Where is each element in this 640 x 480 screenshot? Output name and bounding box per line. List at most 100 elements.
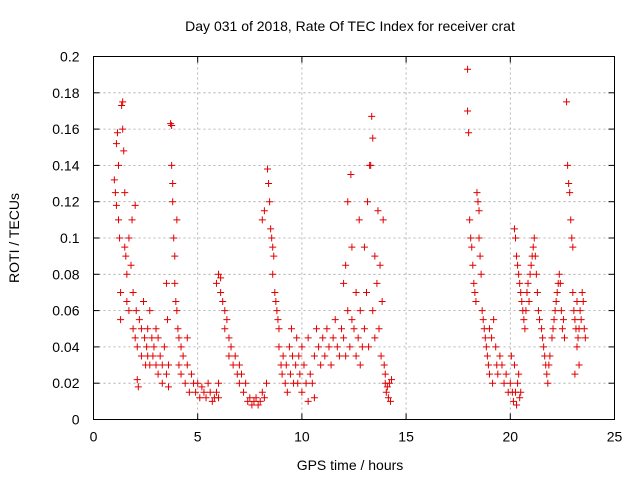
data-point: [496, 352, 504, 360]
data-point: [352, 288, 360, 296]
data-point: [115, 161, 123, 169]
data-point: [571, 370, 579, 378]
data-point: [502, 370, 510, 378]
data-point: [300, 361, 308, 369]
data-point: [125, 234, 133, 242]
data-point: [516, 279, 524, 287]
data-point: [464, 107, 472, 115]
data-points: [110, 65, 589, 409]
data-point: [360, 325, 368, 333]
data-point: [512, 234, 520, 242]
data-point: [217, 274, 225, 282]
data-point: [146, 307, 154, 315]
data-point: [278, 370, 286, 378]
data-point: [474, 198, 482, 206]
data-point: [342, 352, 350, 360]
y-tick-label: 0.14: [52, 157, 79, 173]
data-point: [506, 379, 514, 387]
data-point: [173, 216, 181, 224]
data-point: [119, 125, 127, 133]
data-point: [137, 352, 145, 360]
data-point: [315, 343, 323, 351]
data-point: [550, 316, 558, 324]
data-point: [530, 234, 538, 242]
data-point: [513, 252, 521, 260]
data-point: [556, 279, 564, 287]
data-point: [254, 401, 262, 409]
data-point: [350, 325, 358, 333]
data-point: [202, 394, 210, 402]
data-point: [183, 334, 191, 342]
data-point: [294, 379, 302, 387]
data-point: [344, 198, 352, 206]
data-point: [371, 334, 379, 342]
data-point: [221, 307, 229, 315]
data-point: [581, 334, 589, 342]
data-point: [137, 325, 145, 333]
data-point: [282, 361, 290, 369]
data-point: [152, 361, 160, 369]
data-point: [287, 325, 295, 333]
data-point: [527, 261, 535, 269]
data-point: [198, 383, 206, 391]
data-point: [217, 288, 225, 296]
data-point: [489, 379, 497, 387]
x-axis-label: GPS time / hours: [297, 457, 404, 473]
data-point: [275, 343, 283, 351]
data-point: [377, 352, 385, 360]
x-tick-label: 25: [607, 429, 623, 445]
data-point: [158, 379, 166, 387]
data-point: [515, 270, 523, 278]
data-point: [272, 298, 280, 306]
data-point: [517, 288, 525, 296]
data-point: [371, 252, 379, 260]
data-point: [374, 207, 382, 215]
data-point: [578, 288, 586, 296]
data-point: [286, 370, 294, 378]
data-point: [552, 298, 560, 306]
data-point: [500, 379, 508, 387]
data-point: [160, 343, 168, 351]
data-point: [125, 307, 133, 315]
data-point: [482, 343, 490, 351]
data-point: [347, 170, 355, 178]
data-point: [484, 361, 492, 369]
data-point: [296, 370, 304, 378]
data-point: [490, 316, 498, 324]
data-point: [185, 388, 193, 396]
data-point: [577, 316, 585, 324]
data-point: [110, 176, 118, 184]
data-point: [165, 383, 173, 391]
data-point: [465, 129, 473, 137]
data-point: [367, 161, 375, 169]
data-point: [310, 352, 318, 360]
data-point: [269, 270, 277, 278]
data-point: [112, 140, 120, 148]
data-point: [369, 134, 377, 142]
data-point: [162, 279, 170, 287]
data-point: [122, 252, 130, 260]
data-point: [215, 270, 223, 278]
data-point: [248, 401, 256, 409]
data-point: [250, 397, 258, 405]
data-point: [358, 343, 366, 351]
data-point: [509, 397, 517, 405]
data-point: [521, 325, 529, 333]
x-tick-label: 15: [398, 429, 414, 445]
data-point: [477, 270, 485, 278]
data-point: [196, 394, 204, 402]
data-point: [464, 65, 472, 73]
data-point: [557, 307, 565, 315]
y-tick-label: 0.06: [52, 303, 79, 319]
data-point: [580, 325, 588, 333]
data-point: [170, 234, 178, 242]
data-point: [569, 288, 577, 296]
data-point: [262, 379, 270, 387]
data-point: [476, 252, 484, 260]
data-point: [212, 279, 220, 287]
data-point: [260, 394, 268, 402]
data-point: [485, 370, 493, 378]
data-point: [478, 307, 486, 315]
data-point: [141, 334, 149, 342]
data-point: [467, 234, 475, 242]
